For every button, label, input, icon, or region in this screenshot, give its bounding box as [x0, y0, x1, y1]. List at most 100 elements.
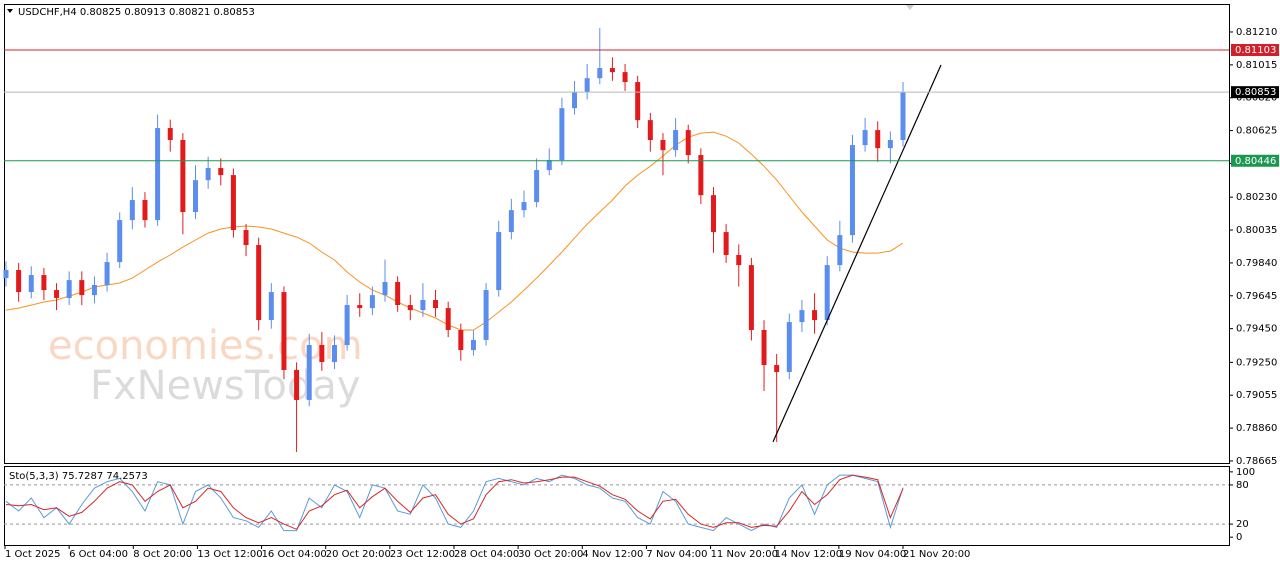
x-tick-label: 28 Oct 04:00 [454, 549, 519, 560]
candle-body [534, 170, 540, 203]
candle-body [875, 130, 881, 149]
candle-body [635, 82, 641, 121]
candle-body [28, 275, 34, 293]
main-panel [4, 4, 1230, 464]
candle-body [16, 269, 22, 293]
y-tick-label: 80 [1236, 480, 1249, 491]
y-tick-label: 0.78860 [1236, 423, 1277, 434]
price-tag [1231, 86, 1279, 99]
x-tick-label: 7 Nov 04:00 [646, 549, 707, 560]
moving-average [5, 131, 904, 331]
y-tick-label: 0.81015 [1236, 60, 1277, 71]
x-tick-label: 19 Nov 04:00 [839, 549, 906, 560]
indicator-signal: 74.2573 [106, 471, 147, 482]
price-tag-label: 0.80446 [1235, 156, 1276, 167]
candle-body [407, 305, 413, 311]
x-tick-label: 13 Oct 12:00 [197, 549, 262, 560]
candle-body [673, 130, 679, 151]
price-tag-label: 0.81103 [1235, 45, 1276, 56]
candle-body [306, 345, 312, 400]
candle-body [369, 295, 375, 309]
y-tick-label: 0.80625 [1236, 126, 1277, 137]
candle-body [521, 202, 527, 211]
shift-marker [906, 5, 914, 10]
candle-body [470, 339, 476, 351]
candle-body [647, 120, 653, 141]
y-tick-label: 20 [1236, 519, 1249, 530]
x-tick-label: 14 Nov 12:00 [775, 549, 842, 560]
y-tick-label: 0.79645 [1236, 291, 1277, 302]
y-tick-label: 0.80035 [1236, 225, 1277, 236]
candle-body [812, 310, 818, 321]
candle-body [395, 281, 401, 306]
y-tick-label: 0.81210 [1236, 27, 1277, 38]
price-tag-label: 0.80853 [1235, 87, 1276, 98]
candle-body [584, 78, 590, 93]
ohlc-close: 0.80853 [214, 7, 255, 18]
candle-body [736, 254, 742, 266]
candle-body [218, 168, 224, 176]
candle-body [546, 160, 552, 171]
candle-body [748, 265, 754, 331]
candle-body [710, 195, 716, 233]
candle-body [622, 72, 628, 83]
candle-body [660, 140, 666, 151]
x-tick-label: 16 Oct 04:00 [262, 549, 327, 560]
x-tick-label: 20 Oct 20:00 [326, 549, 391, 560]
candle-body [559, 108, 565, 161]
candle-body [281, 292, 287, 370]
indicator-panel [4, 466, 1230, 546]
candle-body [572, 92, 578, 109]
candle-body [193, 180, 199, 213]
y-tick-label: 100 [1236, 467, 1255, 478]
candle-body [824, 265, 830, 321]
x-tick-label: 30 Oct 20:00 [518, 549, 583, 560]
candle-body [799, 310, 805, 323]
candle-body [205, 168, 211, 181]
candle-body [230, 175, 236, 231]
y-tick-label: 0.79055 [1236, 390, 1277, 401]
candle-body [786, 322, 792, 372]
symbol: USDCHF,H4 [18, 7, 77, 18]
x-tick-label: 8 Oct 20:00 [133, 549, 192, 560]
candle-body [900, 92, 906, 141]
stochastic-line [5, 474, 904, 532]
candle-body [382, 281, 388, 296]
candle-body [862, 130, 868, 146]
ohlc-low: 0.80821 [169, 7, 210, 18]
candle-body [79, 280, 85, 296]
watermark-text: FxNewsToday [90, 363, 360, 409]
x-tick-label: 4 Nov 12:00 [582, 549, 643, 560]
y-tick-label: 0 [1236, 532, 1242, 543]
candle-body [104, 262, 110, 285]
candle-body [180, 140, 186, 213]
candle-body [167, 128, 173, 141]
x-tick-label: 23 Oct 12:00 [390, 549, 455, 560]
candle-body [319, 345, 325, 363]
candle-body [458, 330, 464, 351]
candle-body [66, 280, 72, 298]
candle-body [256, 245, 262, 321]
ohlc-high: 0.80913 [124, 7, 165, 18]
candle-body [496, 232, 502, 291]
y-tick-label: 0.79450 [1236, 324, 1277, 335]
candle-body [609, 68, 615, 73]
candle-body [849, 145, 855, 236]
candle-body [344, 305, 350, 346]
indicator-name: Sto(5,3,3) [9, 471, 59, 482]
menu-arrow[interactable] [7, 9, 13, 13]
candle-body [887, 140, 893, 149]
indicator-header: Sto(5,3,3) 75.7287 74.2573 [9, 471, 148, 482]
y-tick-label: 0.80230 [1236, 192, 1277, 203]
candle-body [483, 290, 489, 340]
y-tick-label: 0.78665 [1236, 456, 1277, 467]
candle-body [597, 68, 603, 79]
candle-body [445, 308, 451, 331]
price-tag [1231, 44, 1279, 57]
candle-body [91, 284, 97, 296]
candle-body [142, 200, 148, 221]
x-tick-label: 21 Nov 20:00 [903, 549, 970, 560]
y-tick-label: 0.80820 [1236, 93, 1277, 104]
x-tick-label: 6 Oct 04:00 [69, 549, 128, 560]
ohlc-open: 0.80825 [80, 7, 121, 18]
